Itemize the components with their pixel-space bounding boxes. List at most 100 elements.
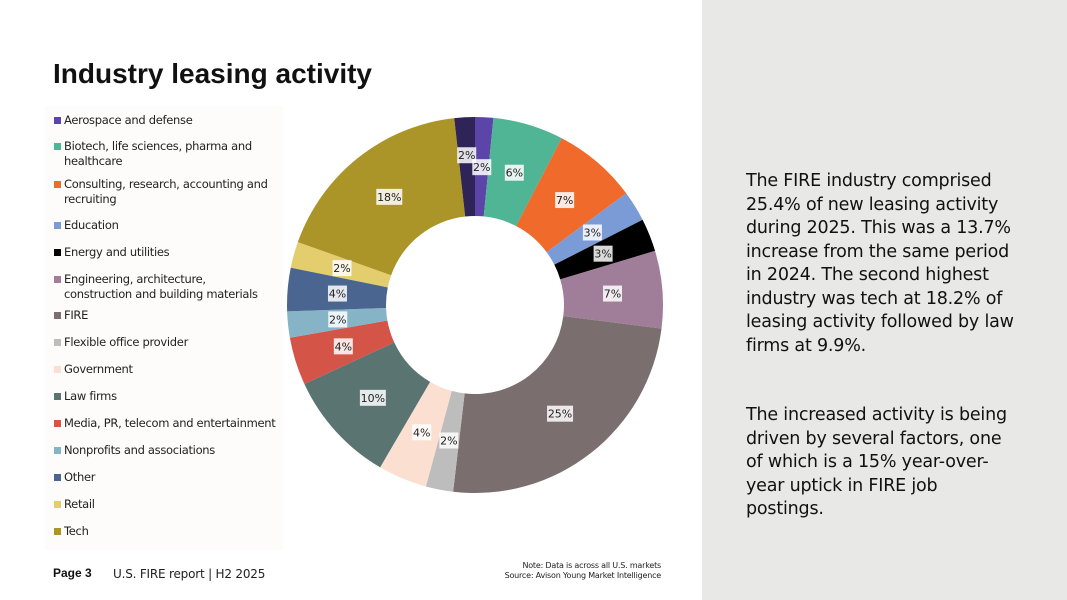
data-label-background: [547, 405, 574, 422]
legend-label: Aerospace and defense: [64, 113, 193, 127]
legend-swatch: [54, 528, 61, 535]
data-label-text: 2%: [473, 161, 490, 174]
legend-label: Tech: [64, 524, 89, 538]
legend-swatch: [54, 366, 61, 373]
legend-swatch: [54, 276, 61, 283]
legend-swatch: [54, 393, 61, 400]
slice-data-label: 7%: [603, 285, 623, 302]
slice-data-label: 2%: [332, 260, 352, 277]
data-label-text: 25%: [548, 408, 572, 421]
page-title: Industry leasing activity: [53, 58, 372, 89]
legend-swatch: [54, 249, 61, 256]
legend-item: Tech: [54, 524, 276, 539]
data-label-background: [472, 159, 492, 176]
legend-swatch: [54, 222, 61, 229]
data-label-text: 4%: [335, 340, 352, 353]
data-label-text: 2%: [329, 313, 346, 326]
legend-item: Consulting, research, accounting and rec…: [54, 177, 276, 207]
data-label-background: [412, 424, 432, 441]
page-number: Page 3: [53, 566, 92, 580]
legend-label: Nonprofits and associations: [64, 443, 215, 457]
legend-label: Law firms: [64, 389, 117, 403]
legend-item: Education: [54, 218, 276, 233]
legend-label: Other: [64, 470, 96, 484]
legend-swatch: [54, 447, 61, 454]
source-text: Source: Avison Young Market Intelligence: [504, 570, 662, 580]
legend-label: Consulting, research, accounting and rec…: [64, 177, 268, 206]
legend-label: Biotech, life sciences, pharma and healt…: [64, 139, 252, 168]
data-label-text: 2%: [333, 262, 350, 275]
legend-item: Energy and utilities: [54, 245, 276, 260]
slice-data-label: 2%: [457, 147, 477, 164]
slice-data-label: 6%: [504, 164, 524, 181]
slice-data-label: 4%: [327, 285, 347, 302]
slice-data-label: 3%: [582, 224, 602, 241]
slice-data-label: 3%: [593, 245, 613, 262]
data-label-text: 4%: [413, 426, 430, 439]
legend-label: Energy and utilities: [64, 245, 170, 259]
donut-slice: [453, 316, 662, 493]
legend-label: FIRE: [64, 308, 89, 322]
legend-item: Biotech, life sciences, pharma and healt…: [54, 139, 276, 169]
legend-item: Government: [54, 362, 276, 377]
data-label-text: 4%: [329, 288, 346, 301]
legend-label: Government: [64, 362, 133, 376]
legend-item: Engineering, architecture, construction …: [54, 272, 276, 302]
slice-data-label: 2%: [472, 159, 492, 176]
slice-data-label: 10%: [359, 389, 386, 406]
slice-data-label: 18%: [376, 188, 403, 205]
data-label-text: 6%: [506, 167, 523, 180]
legend-item: FIRE: [54, 308, 276, 323]
note-text: Note: Data is across all U.S. markets: [522, 561, 661, 570]
legend-swatch: [54, 420, 61, 427]
legend-item: Law firms: [54, 389, 276, 404]
legend-item: Nonprofits and associations: [54, 443, 276, 458]
report-name: U.S. FIRE report | H2 2025: [113, 567, 266, 581]
legend-item: Media, PR, telecom and entertainment: [54, 416, 276, 431]
data-label-background: [376, 188, 403, 205]
legend-label: Education: [64, 218, 119, 232]
legend-swatch: [54, 181, 61, 188]
chart-legend: Aerospace and defense Biotech, life scie…: [45, 106, 283, 550]
data-label-text: 2%: [458, 149, 475, 162]
donut-slice: [454, 117, 475, 217]
legend-swatch: [54, 474, 61, 481]
data-label-text: 7%: [556, 194, 573, 207]
data-label-background: [504, 164, 524, 181]
legend-swatch: [54, 117, 61, 124]
data-label-text: 3%: [584, 226, 601, 239]
side-panel: The FIRE industry comprised 25.4% of new…: [702, 0, 1067, 600]
data-label-background: [593, 245, 613, 262]
legend-label: Media, PR, telecom and entertainment: [64, 416, 276, 430]
legend-item: Retail: [54, 497, 276, 512]
legend-label: Engineering, architecture, construction …: [64, 272, 258, 301]
data-label-background: [332, 260, 352, 277]
commentary-paragraph-1: The FIRE industry comprised 25.4% of new…: [746, 171, 1014, 356]
data-label-background: [582, 224, 602, 241]
data-label-background: [333, 338, 353, 355]
data-label-background: [328, 311, 348, 328]
data-label-background: [359, 389, 386, 406]
slice-data-label: 4%: [333, 338, 353, 355]
data-label-text: 2%: [440, 435, 457, 448]
legend-swatch: [54, 501, 61, 508]
data-label-text: 10%: [361, 392, 385, 405]
legend-swatch: [54, 339, 61, 346]
legend-item: Aerospace and defense: [54, 113, 276, 128]
data-label-background: [457, 147, 477, 164]
slice-data-label: 2%: [439, 432, 459, 449]
legend-swatch: [54, 312, 61, 319]
slice-data-label: 25%: [547, 405, 574, 422]
source-note: Note: Data is across all U.S. markets So…: [504, 561, 662, 580]
slice-data-label: 2%: [328, 311, 348, 328]
data-label-text: 7%: [604, 288, 621, 301]
slice-data-label: 4%: [412, 424, 432, 441]
commentary-paragraph-2: The increased activity is being driven b…: [746, 405, 1007, 519]
data-label-background: [603, 285, 623, 302]
data-label-background: [327, 285, 347, 302]
data-label-text: 18%: [377, 191, 401, 204]
legend-label: Flexible office provider: [64, 335, 189, 349]
slice-data-label: 7%: [555, 192, 575, 209]
legend-label: Retail: [64, 497, 95, 511]
legend-swatch: [54, 143, 61, 150]
